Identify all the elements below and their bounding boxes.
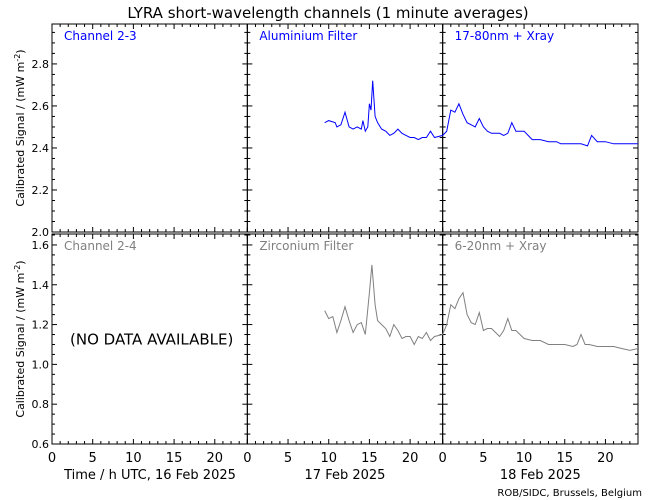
y-tick-label: 2.6 [32,100,50,113]
x-tick-label: 0 [48,451,56,466]
x-axis-day-label: Time / h UTC, 16 Feb 2025 [63,468,236,483]
x-axis-day-label: 18 Feb 2025 [500,468,581,483]
y-tick-label: 2.4 [32,142,50,155]
y-tick-label: 0.8 [32,398,50,411]
y-axis-label-close: ) [14,49,27,53]
channel-label: Aluminium Filter [259,29,357,43]
panel-frame [246,233,444,445]
series-line-top-day2 [442,102,638,147]
x-tick-label: 0 [243,451,251,466]
y-tick-label: 1.6 [32,239,50,252]
x-tick-label: 10 [516,451,533,466]
y-tick-label: 2.2 [32,184,50,197]
y-axis-label-text: Calibrated Signal / (mW m [14,273,27,418]
channel-label: 17-80nm + Xray [455,29,554,43]
y-tick-label: 2.0 [32,226,50,239]
y-axis-label-sup: -2 [13,54,22,62]
x-tick-label: 10 [125,451,142,466]
x-tick-label: 15 [361,451,378,466]
y-tick-label: 1.2 [32,319,50,332]
credit-text: ROB/SIDC, Brussels, Belgium [497,488,642,499]
series-line-top-day1 [324,80,443,141]
channel-label: Channel 2-4 [64,239,137,253]
x-tick-label: 0 [439,451,447,466]
chart-title: LYRA short-wavelength channels (1 minute… [127,4,528,22]
x-axis-day-label: 17 Feb 2025 [305,468,386,483]
x-tick-label: 5 [284,451,292,466]
y-tick-label: 2.8 [32,58,50,71]
x-tick-label: 20 [402,451,419,466]
y-axis-label: Calibrated Signal / (mW m-2) [13,49,27,206]
x-tick-label: 20 [597,451,614,466]
y-tick-label: 0.6 [32,438,50,451]
panel-frame [51,23,248,233]
y-axis-label-close: ) [14,260,27,264]
x-tick-label: 15 [556,451,573,466]
y-tick-label: 1.4 [32,279,50,292]
channel-label: Zirconium Filter [259,239,353,253]
x-tick-label: 10 [320,451,337,466]
panel-frame [442,233,639,445]
panel-frame [442,23,639,233]
x-tick-label: 5 [89,451,97,466]
y-tick-label: 1.0 [32,358,50,371]
series-line-bottom-day1 [324,264,443,346]
y-axis-label-text: Calibrated Signal / (mW m [14,62,27,207]
x-tick-label: 15 [166,451,183,466]
no-data-label: (NO DATA AVAILABLE) [70,330,233,348]
x-tick-label: 20 [207,451,224,466]
x-tick-label: 5 [479,451,487,466]
panel-frame [246,23,444,233]
channel-label: Channel 2-3 [64,29,137,43]
channel-label: 6-20nm + Xray [455,239,547,253]
series-line-bottom-day2 [442,291,639,351]
y-axis-label-sup: -2 [13,265,22,273]
y-axis-label: Calibrated Signal / (mW m-2) [13,260,27,417]
